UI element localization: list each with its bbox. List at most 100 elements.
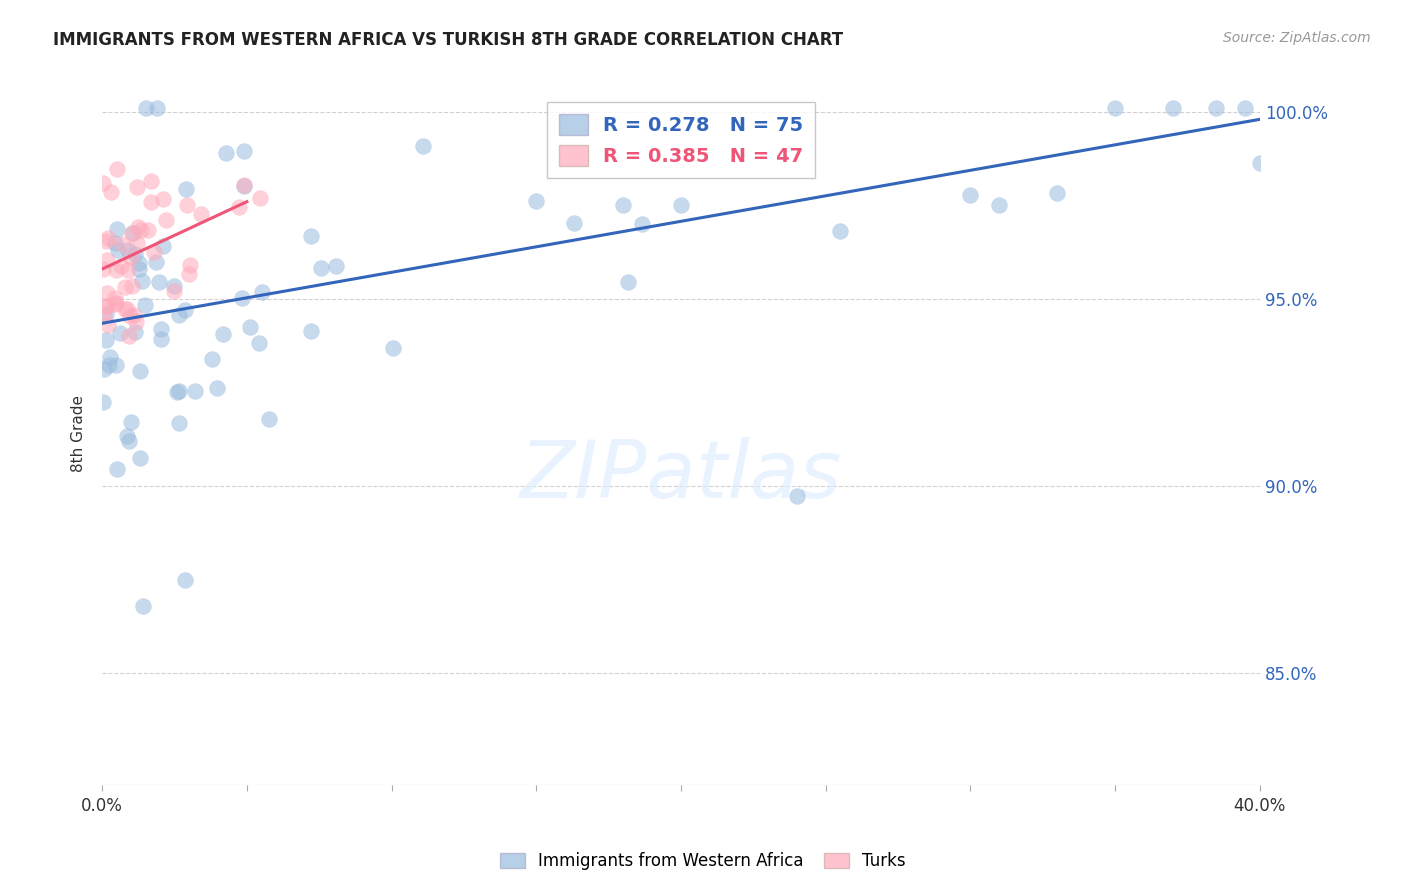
- Point: [786, 489, 808, 503]
- Point: [97, 231, 120, 245]
- Point: [988, 198, 1011, 212]
- Point: [127, 180, 149, 194]
- Text: Source: ZipAtlas.com: Source: ZipAtlas.com: [1223, 31, 1371, 45]
- Point: [174, 182, 197, 196]
- Point: [96, 299, 118, 313]
- Point: [169, 308, 191, 322]
- Point: [108, 326, 131, 340]
- Point: [129, 363, 152, 377]
- Point: [104, 296, 127, 310]
- Point: [257, 412, 280, 426]
- Point: [184, 384, 207, 399]
- Point: [121, 226, 143, 240]
- Point: [412, 139, 434, 153]
- Point: [121, 279, 143, 293]
- Point: [233, 178, 256, 193]
- Point: [98, 358, 121, 372]
- Point: [149, 332, 172, 346]
- Point: [174, 573, 197, 587]
- Point: [115, 301, 138, 316]
- Point: [830, 224, 852, 238]
- Point: [94, 235, 117, 249]
- Point: [120, 250, 142, 264]
- Point: [105, 462, 128, 476]
- Point: [134, 298, 156, 312]
- Point: [179, 258, 201, 272]
- Point: [152, 192, 174, 206]
- Point: [96, 299, 118, 313]
- Point: [129, 223, 152, 237]
- Point: [139, 195, 162, 210]
- Point: [155, 212, 177, 227]
- Point: [299, 324, 322, 338]
- Point: [148, 275, 170, 289]
- Point: [252, 285, 274, 300]
- Point: [121, 226, 143, 240]
- Point: [105, 358, 128, 372]
- Point: [1161, 101, 1184, 115]
- Point: [309, 261, 332, 276]
- Point: [163, 284, 186, 298]
- Point: [104, 236, 127, 251]
- Legend: R = 0.278   N = 75, R = 0.385   N = 47: R = 0.278 N = 75, R = 0.385 N = 47: [547, 103, 815, 178]
- Point: [233, 178, 256, 193]
- Point: [145, 254, 167, 268]
- Point: [131, 599, 153, 613]
- Point: [247, 336, 270, 351]
- Point: [120, 415, 142, 429]
- Point: [211, 326, 233, 341]
- Legend: Immigrants from Western Africa, Turks: Immigrants from Western Africa, Turks: [494, 846, 912, 877]
- Point: [201, 352, 224, 367]
- Point: [124, 247, 146, 261]
- Point: [617, 275, 640, 289]
- Point: [169, 384, 191, 398]
- Point: [141, 174, 163, 188]
- Point: [127, 220, 149, 235]
- Point: [1046, 186, 1069, 200]
- Point: [118, 434, 141, 449]
- Point: [110, 236, 132, 251]
- Point: [117, 243, 139, 257]
- Point: [169, 416, 191, 430]
- Point: [163, 279, 186, 293]
- Point: [96, 307, 118, 321]
- Text: ZIPatlas: ZIPatlas: [520, 437, 842, 515]
- Point: [959, 188, 981, 202]
- Point: [122, 308, 145, 322]
- Point: [524, 194, 547, 209]
- Point: [91, 261, 114, 276]
- Point: [381, 341, 404, 355]
- Point: [125, 315, 148, 329]
- Point: [114, 280, 136, 294]
- Point: [98, 350, 121, 364]
- Point: [118, 310, 141, 324]
- Point: [97, 318, 120, 332]
- Point: [117, 263, 139, 277]
- Point: [176, 198, 198, 212]
- Point: [94, 333, 117, 347]
- Point: [1234, 101, 1257, 115]
- Point: [325, 259, 347, 273]
- Point: [129, 451, 152, 466]
- Point: [105, 296, 128, 310]
- Point: [131, 274, 153, 288]
- Point: [135, 101, 157, 115]
- Point: [1249, 155, 1271, 169]
- Point: [96, 252, 118, 267]
- Point: [231, 291, 253, 305]
- Point: [136, 223, 159, 237]
- Point: [215, 145, 238, 160]
- Point: [107, 162, 129, 177]
- Point: [145, 101, 167, 115]
- Point: [228, 201, 250, 215]
- Point: [233, 144, 256, 158]
- Point: [91, 395, 114, 409]
- Point: [249, 191, 271, 205]
- Point: [166, 384, 188, 399]
- Point: [96, 285, 118, 300]
- Text: IMMIGRANTS FROM WESTERN AFRICA VS TURKISH 8TH GRADE CORRELATION CHART: IMMIGRANTS FROM WESTERN AFRICA VS TURKIS…: [53, 31, 844, 49]
- Point: [115, 429, 138, 443]
- Point: [174, 302, 197, 317]
- Point: [107, 244, 129, 258]
- Point: [152, 239, 174, 253]
